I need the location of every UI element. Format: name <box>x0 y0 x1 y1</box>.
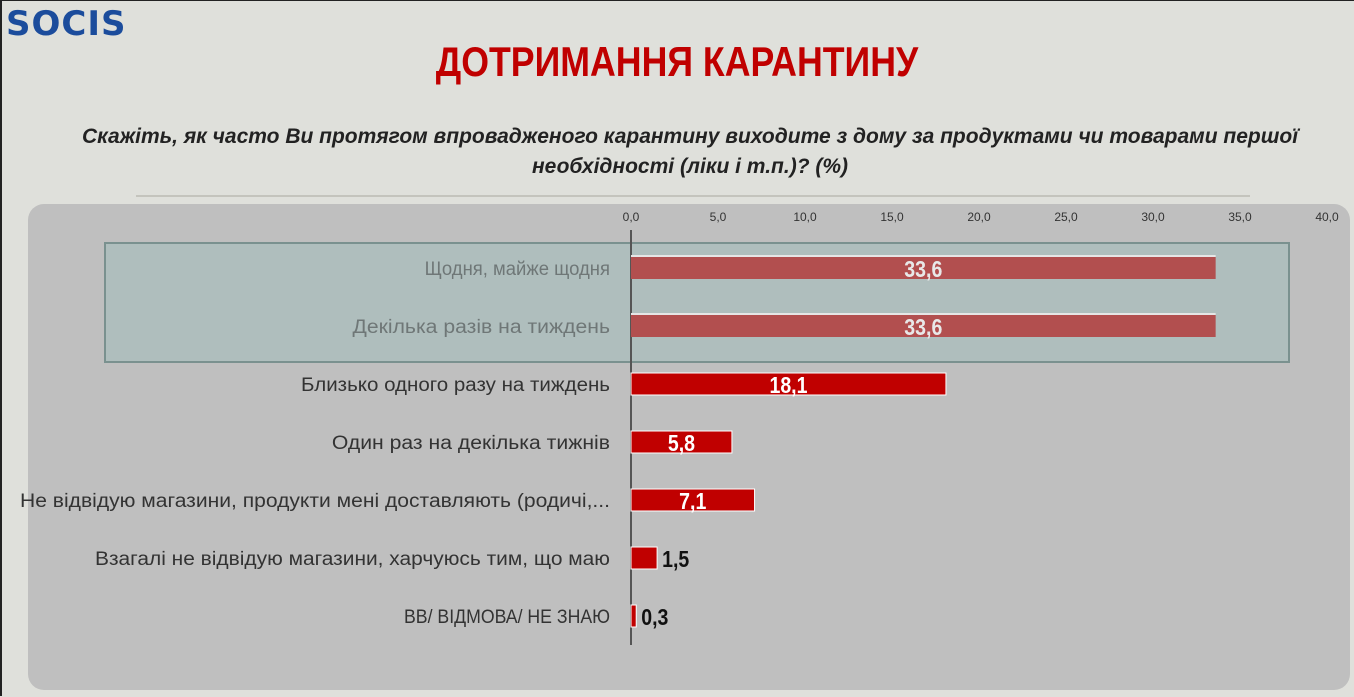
bar-highlight-edge <box>631 313 1216 315</box>
bar <box>631 315 1216 337</box>
category-label: ВВ/ ВІДМОВА/ НЕ ЗНАЮ <box>404 607 610 628</box>
bar <box>630 430 733 454</box>
bar <box>630 372 947 396</box>
data-label: 1,5 <box>662 547 689 573</box>
data-label: 33,6 <box>904 257 942 283</box>
tick-label: 15,0 <box>880 210 904 224</box>
tick-label: 40,0 <box>1315 210 1339 224</box>
tick-label: 25,0 <box>1054 210 1078 224</box>
category-label: Декілька разів на тиждень <box>353 317 611 338</box>
bar <box>630 604 637 628</box>
divider <box>136 195 1250 197</box>
data-label: 5,8 <box>668 431 695 457</box>
category-label: Щодня, майже щодня <box>425 259 610 280</box>
category-label: Взагалі не відвідую магазини, харчуюсь т… <box>95 549 610 570</box>
data-label: 18,1 <box>769 373 807 399</box>
tick-label: 5,0 <box>710 210 727 224</box>
tick-label: 10,0 <box>793 210 817 224</box>
category-label: Не відвідую магазини, продукти мені дост… <box>20 491 610 512</box>
data-label: 33,6 <box>904 315 942 341</box>
tick-label: 0,0 <box>623 210 640 224</box>
survey-question: Скажіть, як часто Ви протягом впроваджен… <box>81 125 1299 178</box>
category-label: Близько одного разу на тиждень <box>301 375 610 396</box>
page-title: ДОТРИМАННЯ КАРАНТИНУ <box>435 38 919 85</box>
bar-highlight-edge <box>631 255 1216 257</box>
category-label: Один раз на декілька тижнів <box>332 433 610 454</box>
socis-logo: SOCIS <box>6 4 127 44</box>
bar <box>631 257 1216 279</box>
data-label: 0,3 <box>641 605 668 631</box>
bar <box>630 546 658 570</box>
tick-label: 30,0 <box>1141 210 1165 224</box>
bar <box>630 488 756 512</box>
tick-label: 35,0 <box>1228 210 1252 224</box>
tick-label: 20,0 <box>967 210 991 224</box>
data-label: 7,1 <box>679 489 706 515</box>
